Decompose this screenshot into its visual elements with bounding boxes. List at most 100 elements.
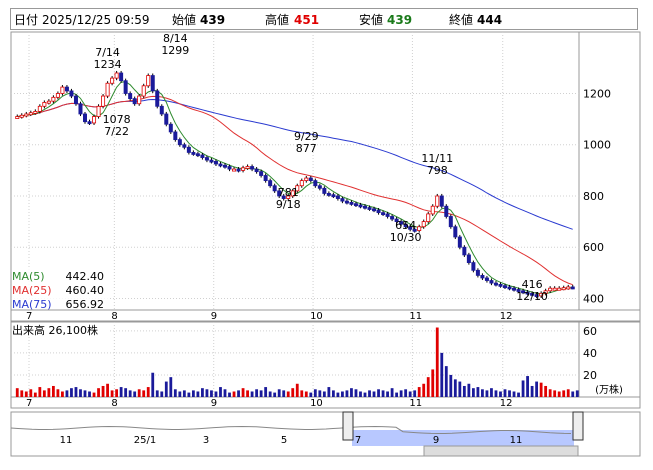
candle-body <box>484 277 489 281</box>
volume-tick-label: 20 <box>583 369 597 382</box>
annotation-date: 10/30 <box>390 231 422 244</box>
volume-bar <box>79 389 82 397</box>
annotation-date: 8/14 <box>163 32 188 45</box>
volume-bar <box>304 391 308 397</box>
date-label: 日付 <box>14 13 39 27</box>
volume-bar <box>201 388 204 397</box>
candle-body <box>313 180 318 187</box>
volume-bar <box>228 392 231 397</box>
volume-bar <box>295 383 299 397</box>
candle-body <box>254 168 259 173</box>
candle-body <box>390 216 395 220</box>
volume-bar <box>512 391 516 397</box>
month-axis-strip-2 <box>10 396 641 409</box>
volume-bar <box>51 385 55 397</box>
month-tick-label: 7 <box>26 311 32 322</box>
candle-body <box>367 207 372 210</box>
volume-bar <box>422 383 426 397</box>
volume-bar <box>300 390 304 397</box>
volume-tick-label: 40 <box>583 347 597 360</box>
volume-bar <box>539 382 543 397</box>
candle-body <box>448 216 453 228</box>
volume-bar <box>273 392 277 397</box>
volume-bar <box>336 392 340 397</box>
volume-bar <box>214 391 218 397</box>
volume-bar <box>33 392 37 397</box>
navigator-selection <box>352 430 574 446</box>
volume-bar <box>160 391 164 397</box>
candle-body <box>182 144 187 148</box>
candle-body <box>241 167 246 171</box>
candle-body <box>548 287 553 292</box>
candle-body <box>417 226 422 231</box>
volume-bar <box>250 391 254 397</box>
candle-body <box>399 221 404 225</box>
open-label: 始値 <box>172 13 197 27</box>
candle-body <box>218 163 223 167</box>
candle-body <box>114 72 119 79</box>
candle-body <box>46 100 51 104</box>
volume-bar <box>255 389 259 397</box>
volume-bar <box>219 387 222 397</box>
candle-body <box>326 193 331 196</box>
ma-legend-value: 656.92 <box>66 298 105 311</box>
volume-bar <box>485 390 489 397</box>
volume-unit-label: (万株) <box>595 383 623 396</box>
candle-body <box>277 190 282 197</box>
candle-body <box>480 275 485 279</box>
candle-body <box>466 254 471 263</box>
candle-body <box>51 96 56 102</box>
candle-body <box>394 218 399 223</box>
month-tick-label: 11 <box>409 311 422 322</box>
ma-legend-value: 460.40 <box>66 284 105 297</box>
candle-body <box>177 139 182 146</box>
candle-body <box>525 291 530 295</box>
annotation-date: 9/18 <box>276 198 301 211</box>
navigator-right-handle[interactable] <box>572 411 584 441</box>
candle-body <box>263 175 268 182</box>
month-tick-label: 9 <box>211 311 217 322</box>
volume-bar <box>119 387 123 397</box>
high-value: 451 <box>294 13 320 27</box>
candle-body <box>561 287 566 291</box>
candle-body <box>87 121 92 125</box>
candle-body <box>376 209 381 214</box>
navigator-scrollbar[interactable] <box>423 445 579 457</box>
volume-label: 出来高 26,100株 <box>12 323 98 337</box>
volume-bar <box>503 389 507 397</box>
volume-bar <box>417 387 421 397</box>
volume-bar <box>268 391 272 397</box>
candle-body <box>570 286 575 290</box>
navigator-label: 5 <box>281 435 287 446</box>
candle-body <box>259 171 264 176</box>
volume-label-box <box>12 323 110 337</box>
candle-body <box>159 105 164 115</box>
volume-bar <box>313 389 317 397</box>
price-tick-label: 600 <box>583 241 604 254</box>
candle-body <box>530 292 535 296</box>
volume-bar <box>359 391 362 397</box>
candle-body <box>439 195 444 207</box>
candle-body <box>15 116 20 119</box>
ma-legend-value: 442.40 <box>66 270 105 283</box>
volume-bar <box>345 390 349 397</box>
candle-body <box>543 290 548 294</box>
navigator-left-handle[interactable] <box>342 411 354 441</box>
candle-body <box>186 146 191 153</box>
ma-legend-box <box>12 268 108 309</box>
volume-bar <box>499 391 502 397</box>
price-tick-label: 1000 <box>583 139 611 152</box>
volume-bar <box>83 390 87 397</box>
volume-bar <box>237 390 240 397</box>
candle-body <box>281 195 286 199</box>
candle-body <box>444 205 449 217</box>
volume-bar <box>259 390 263 397</box>
annotation-date: 7/22 <box>104 125 129 138</box>
volume-bar <box>368 390 371 397</box>
ma-legend-name: MA(5) <box>12 270 45 283</box>
volume-bar <box>164 381 168 397</box>
candle-body <box>552 287 557 291</box>
volume-bar <box>178 391 182 397</box>
volume-bar <box>101 385 105 397</box>
volume-panel-frame <box>10 321 641 398</box>
